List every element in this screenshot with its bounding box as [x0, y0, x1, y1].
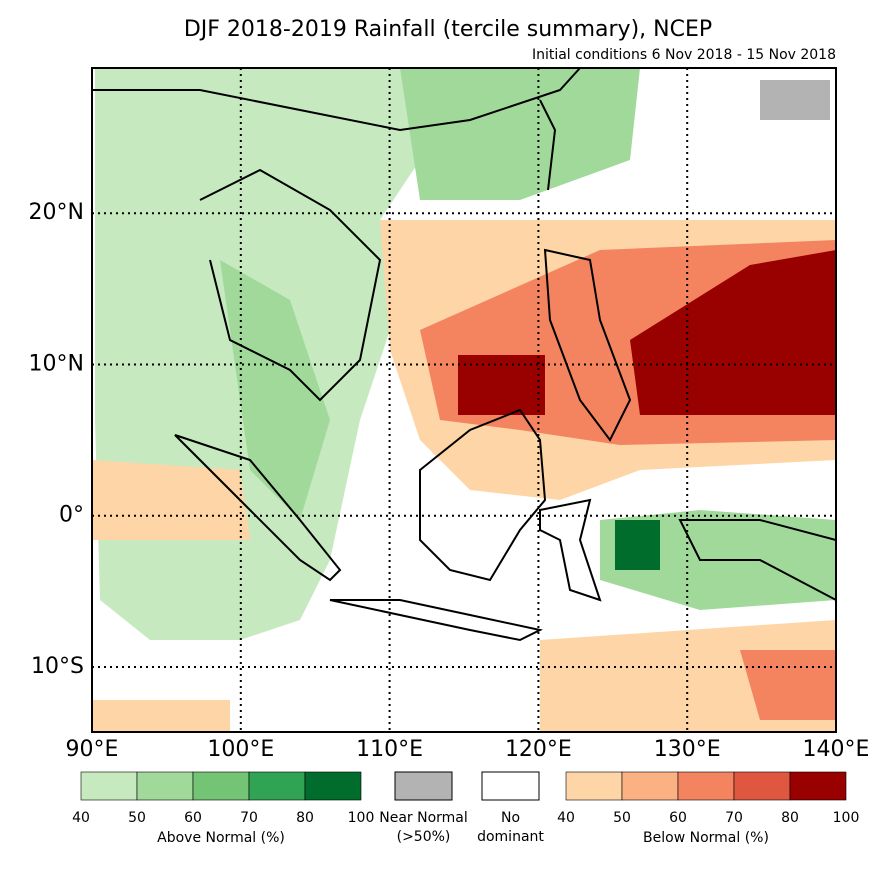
legend-swatch [677, 771, 735, 801]
region-below [458, 355, 545, 415]
coastlines [92, 67, 837, 642]
legend-swatch [80, 771, 138, 801]
subtitle: Initial conditions 6 Nov 2018 - 15 Nov 2… [532, 47, 836, 63]
legend-swatch [733, 771, 791, 801]
lat-label: 0° [59, 503, 84, 528]
title: DJF 2018-2019 Rainfall (tercile summary)… [184, 17, 712, 42]
region-near [760, 80, 830, 120]
region-above [220, 260, 330, 520]
lat-label: 10°N [29, 351, 84, 376]
lon-label: 120°E [505, 737, 572, 762]
legend-label: Above Normal (%) [157, 830, 285, 846]
region-below [92, 700, 230, 732]
lat-label: 10°S [31, 654, 84, 679]
legend-tick: 100 [833, 810, 860, 826]
legend-label: No [501, 810, 520, 826]
legend-swatch [304, 771, 362, 801]
region-below [92, 460, 250, 540]
lat-label: 20°N [29, 200, 84, 225]
legend-swatch [394, 771, 453, 801]
legend-swatch [481, 771, 540, 801]
legend-tick: 100 [348, 810, 375, 826]
legend-tick: 80 [296, 810, 314, 826]
legend-tick: 40 [72, 810, 90, 826]
legend-tick: 60 [669, 810, 687, 826]
legend-swatch [565, 771, 623, 801]
legend-swatch [192, 771, 250, 801]
legend-swatch [621, 771, 679, 801]
lon-label: 90°E [66, 737, 119, 762]
legend-label: (>50%) [397, 829, 451, 845]
region-below [630, 250, 836, 415]
legend-tick: 40 [557, 810, 575, 826]
legend-tick: 70 [725, 810, 743, 826]
legend-label: Below Normal (%) [643, 830, 769, 846]
legend-tick: 70 [240, 810, 258, 826]
legend-swatch [248, 771, 306, 801]
legend-tick: 50 [128, 810, 146, 826]
legend-label: dominant [477, 829, 544, 845]
region-above [615, 520, 660, 570]
map-frame [91, 67, 837, 733]
lon-label: 140°E [803, 737, 870, 762]
legend-tick: 60 [184, 810, 202, 826]
legend-tick: 50 [613, 810, 631, 826]
legend-swatch [789, 771, 847, 801]
legend-swatch [136, 771, 194, 801]
legend-tick: 80 [781, 810, 799, 826]
region-above [400, 68, 640, 200]
map-area [92, 67, 837, 732]
lon-label: 100°E [207, 737, 274, 762]
legend-label: Near Normal [379, 810, 468, 826]
lon-label: 130°E [654, 737, 721, 762]
lon-label: 110°E [356, 737, 423, 762]
